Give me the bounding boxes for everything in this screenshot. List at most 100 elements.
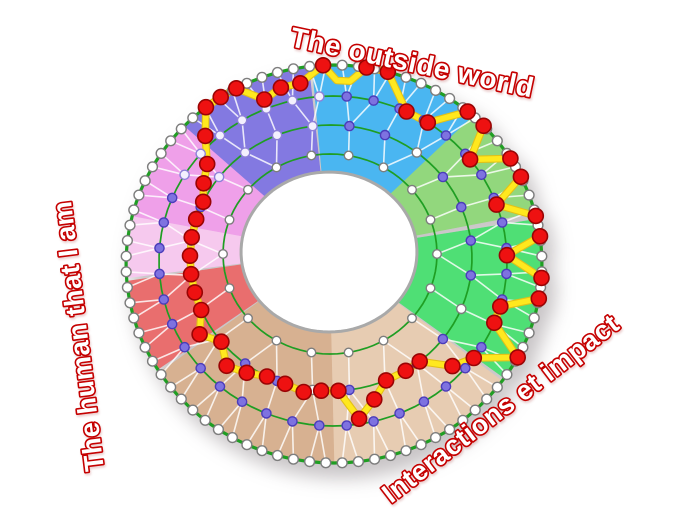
grid-node[interactable] xyxy=(224,214,235,225)
grid-node[interactable] xyxy=(187,112,199,124)
grid-node[interactable] xyxy=(476,169,487,181)
grid-node[interactable] xyxy=(368,416,379,427)
grid-node[interactable] xyxy=(179,341,190,353)
selected-node[interactable] xyxy=(218,357,235,375)
grid-node[interactable] xyxy=(341,420,353,431)
grid-node[interactable] xyxy=(430,84,442,97)
grid-node[interactable] xyxy=(155,147,167,160)
selected-node[interactable] xyxy=(488,196,505,213)
selected-node[interactable] xyxy=(502,150,519,167)
grid-node[interactable] xyxy=(179,169,190,181)
grid-node[interactable] xyxy=(195,148,206,160)
grid-node[interactable] xyxy=(425,283,436,294)
grid-node[interactable] xyxy=(146,161,159,173)
grid-node[interactable] xyxy=(217,248,228,259)
selected-node[interactable] xyxy=(461,151,479,168)
grid-node[interactable] xyxy=(239,147,251,158)
selected-node[interactable] xyxy=(194,193,212,211)
grid-node[interactable] xyxy=(400,445,412,457)
selected-node[interactable] xyxy=(512,168,530,186)
grid-node[interactable] xyxy=(440,381,452,392)
selected-node[interactable] xyxy=(530,290,548,307)
selected-node[interactable] xyxy=(465,349,483,367)
grid-node[interactable] xyxy=(256,71,268,83)
grid-node[interactable] xyxy=(394,408,405,419)
grid-node[interactable] xyxy=(236,115,248,126)
grid-node[interactable] xyxy=(501,369,513,381)
grid-node[interactable] xyxy=(341,91,353,102)
grid-node[interactable] xyxy=(121,235,134,247)
grid-node[interactable] xyxy=(154,242,165,254)
grid-node[interactable] xyxy=(418,396,430,408)
grid-node[interactable] xyxy=(523,327,535,339)
grid-node[interactable] xyxy=(304,60,316,73)
grid-node[interactable] xyxy=(378,162,389,173)
selected-node[interactable] xyxy=(350,410,368,428)
selected-node[interactable] xyxy=(295,383,313,401)
grid-node[interactable] xyxy=(287,63,300,75)
grid-node[interactable] xyxy=(146,355,159,367)
grid-node[interactable] xyxy=(226,432,239,444)
selected-node[interactable] xyxy=(377,372,395,389)
grid-node[interactable] xyxy=(336,457,348,469)
grid-node[interactable] xyxy=(139,341,151,353)
grid-node[interactable] xyxy=(158,294,170,305)
grid-node[interactable] xyxy=(496,217,508,228)
grid-node[interactable] xyxy=(455,201,467,213)
grid-node[interactable] xyxy=(166,192,178,204)
grid-node[interactable] xyxy=(378,335,389,346)
selected-node[interactable] xyxy=(531,228,549,245)
grid-node[interactable] xyxy=(313,420,325,431)
selected-node[interactable] xyxy=(276,375,294,393)
grid-node[interactable] xyxy=(407,313,418,324)
selected-node[interactable] xyxy=(444,357,461,375)
grid-node[interactable] xyxy=(271,449,284,462)
grid-node[interactable] xyxy=(128,204,140,216)
selected-node[interactable] xyxy=(314,57,332,74)
grid-node[interactable] xyxy=(523,189,535,201)
grid-node[interactable] xyxy=(261,408,272,419)
grid-node[interactable] xyxy=(199,414,211,426)
grid-node[interactable] xyxy=(271,66,284,79)
selected-node[interactable] xyxy=(459,103,477,120)
grid-node[interactable] xyxy=(457,414,469,426)
selected-node[interactable] xyxy=(213,333,230,351)
grid-node[interactable] xyxy=(236,396,248,408)
grid-node[interactable] xyxy=(313,91,325,102)
grid-node[interactable] xyxy=(124,297,136,309)
selected-node[interactable] xyxy=(491,298,509,315)
grid-node[interactable] xyxy=(352,456,365,468)
grid-node[interactable] xyxy=(459,362,471,374)
selected-node[interactable] xyxy=(312,382,330,400)
grid-node[interactable] xyxy=(437,333,449,345)
grid-node[interactable] xyxy=(536,250,548,262)
grid-node[interactable] xyxy=(432,248,443,259)
selected-node[interactable] xyxy=(509,349,527,366)
selected-node[interactable] xyxy=(182,265,200,283)
grid-node[interactable] xyxy=(165,381,177,393)
grid-node[interactable] xyxy=(491,135,503,147)
selected-node[interactable] xyxy=(533,269,550,287)
selected-node[interactable] xyxy=(498,246,516,264)
selected-node[interactable] xyxy=(212,88,229,106)
grid-node[interactable] xyxy=(214,130,226,141)
grid-node[interactable] xyxy=(128,312,140,324)
grid-node[interactable] xyxy=(465,235,477,246)
selected-node[interactable] xyxy=(272,79,290,96)
selected-node[interactable] xyxy=(379,63,397,81)
grid-node[interactable] xyxy=(120,250,132,262)
grid-node[interactable] xyxy=(444,423,456,436)
grid-node[interactable] xyxy=(155,369,167,381)
selected-node[interactable] xyxy=(195,175,212,192)
grid-node[interactable] xyxy=(306,150,317,161)
selected-node[interactable] xyxy=(291,75,309,92)
selected-node[interactable] xyxy=(527,207,545,225)
grid-node[interactable] xyxy=(384,449,397,462)
selected-node[interactable] xyxy=(358,59,375,76)
grid-node[interactable] xyxy=(124,219,136,231)
selected-node[interactable] xyxy=(181,247,199,264)
grid-node[interactable] xyxy=(465,270,477,281)
grid-node[interactable] xyxy=(369,453,381,465)
grid-node[interactable] xyxy=(271,129,283,141)
grid-node[interactable] xyxy=(271,335,282,346)
